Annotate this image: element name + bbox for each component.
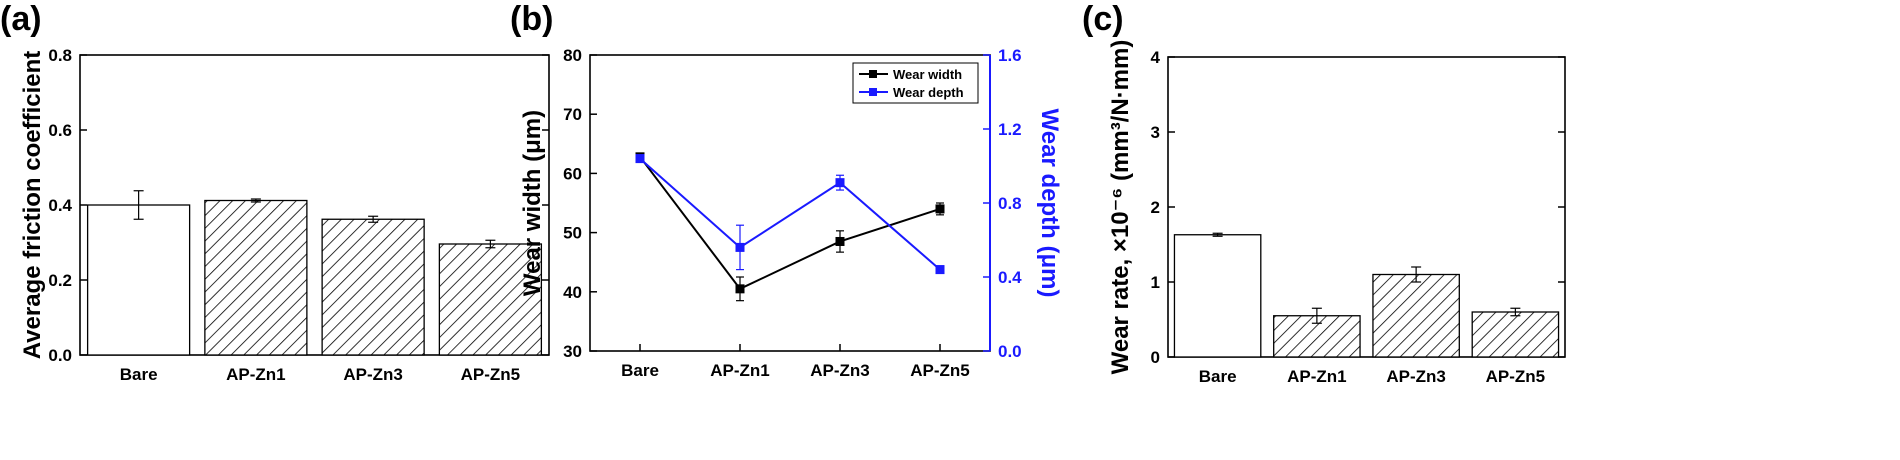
legend-label-width: Wear width (893, 67, 962, 82)
y-tick-label: 50 (563, 224, 582, 243)
x-tick-label: AP-Zn5 (1486, 367, 1546, 386)
y2-tick-label: 1.2 (998, 120, 1022, 139)
y-tick-label: 1 (1151, 273, 1160, 292)
y-tick-label: 60 (563, 164, 582, 183)
bar (1173, 234, 1262, 358)
panel-a: (a) Average friction coefficient 0.0 0.2 0… (0, 0, 550, 384)
x-tick-label: Bare (1199, 367, 1237, 386)
wear-depth-point (835, 178, 845, 188)
wear-depth-point (935, 265, 945, 275)
x-tick-label: AP-Zn3 (1386, 367, 1446, 386)
wear-depth-point (735, 242, 745, 252)
y2-tick-label: 0.0 (998, 342, 1022, 361)
legend-label-depth: Wear depth (893, 85, 964, 100)
legend-b: Wear width Wear depth (852, 62, 979, 104)
panel-a-label: (a) (0, 0, 42, 38)
panel-c: (c) Wear rate, ×10⁻⁶ (mm³/N·mm) 0 1 2 3 4 Ba… (1082, 0, 1566, 386)
y2-tick-label: 0.4 (998, 268, 1022, 287)
panel-b: (b) Wear width (μm) Wear depth (μm) 30 40… (510, 0, 1063, 380)
bar (438, 243, 543, 356)
y-tick-label: 0.0 (48, 346, 72, 365)
bar (1372, 273, 1460, 358)
y-tick-label: 80 (563, 46, 582, 65)
panel-c-label: (c) (1082, 0, 1124, 38)
y-tick-label: 0.4 (48, 196, 72, 215)
y-tick-label: 0.6 (48, 121, 72, 140)
y-axis-title-c: Wear rate, ×10⁻⁶ (mm³/N·mm) (1107, 40, 1134, 375)
y-axis-title-b: Wear width (μm) (519, 110, 546, 296)
x-tick-label: Bare (621, 361, 659, 380)
wear-depth-point (635, 154, 645, 164)
y-tick-label: 3 (1151, 123, 1160, 142)
y-tick-label: 4 (1151, 48, 1161, 67)
x-tick-label: AP-Zn3 (343, 365, 403, 384)
y-tick-label: 2 (1151, 198, 1160, 217)
x-tick-label: AP-Zn1 (710, 361, 770, 380)
y2-axis-title-b: Wear depth (μm) (1036, 109, 1063, 298)
y2-tick-label: 1.6 (998, 46, 1022, 65)
x-tick-label: AP-Zn1 (226, 365, 286, 384)
y-tick-label: 70 (563, 105, 582, 124)
wear-depth-line (639, 157, 941, 271)
y-tick-label: 30 (563, 342, 582, 361)
y-tick-label: 0.2 (48, 271, 72, 290)
bar (204, 199, 308, 356)
y-tick-label: 0 (1151, 348, 1160, 367)
x-tick-label: AP-Zn5 (910, 361, 970, 380)
bar (86, 204, 191, 356)
x-tick-label: Bare (120, 365, 158, 384)
legend-marker-depth (869, 88, 877, 96)
panel-b-label: (b) (510, 0, 553, 38)
x-tick-label: AP-Zn5 (461, 365, 521, 384)
x-tick-label: AP-Zn1 (1287, 367, 1347, 386)
x-tick-label: AP-Zn3 (810, 361, 870, 380)
wear-width-line (639, 156, 941, 291)
legend-marker-width (869, 70, 877, 78)
bar (1471, 311, 1560, 358)
y2-tick-label: 0.8 (998, 194, 1022, 213)
wear-width-point (735, 284, 745, 294)
y-axis-title-a: Average friction coefficient (19, 51, 46, 360)
wear-width-point (935, 204, 945, 214)
legend-box (852, 62, 979, 104)
y-tick-label: 40 (563, 283, 582, 302)
y-tick-label: 0.8 (48, 46, 72, 65)
wear-width-point (835, 236, 845, 246)
bar (321, 218, 425, 356)
